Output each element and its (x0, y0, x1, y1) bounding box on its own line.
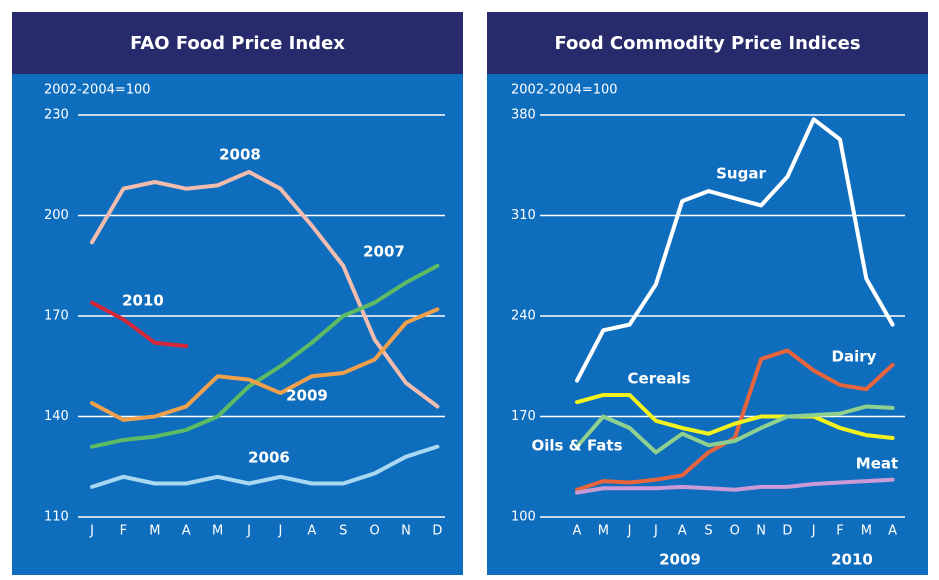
x-tick-label: J (653, 524, 658, 539)
x-tick-label: M (149, 524, 160, 539)
year-label: 2010 (831, 551, 873, 569)
series-label: Oils & Fats (531, 437, 622, 455)
x-tick-label: J (246, 524, 251, 539)
x-tick-label: M (598, 524, 609, 539)
y-tick-label: 170 (511, 409, 536, 424)
x-tick-label: A (307, 524, 316, 539)
series-label: 2008 (219, 146, 261, 164)
series-line (575, 392, 895, 441)
y-tick-label: 240 (511, 309, 536, 324)
x-tick-label: A (888, 524, 897, 539)
x-tick-label: O (369, 524, 379, 539)
series-line (90, 300, 189, 349)
series-label: Meat (856, 455, 898, 473)
x-tick-label: O (730, 524, 740, 539)
y-tick-label: 310 (511, 208, 536, 223)
y-tick-label: 110 (44, 510, 69, 525)
x-tick-label: A (573, 524, 582, 539)
x-tick-label: J (89, 524, 94, 539)
y-tick-label: 140 (44, 409, 69, 424)
x-tick-label: M (212, 524, 223, 539)
x-tick-label: F (836, 524, 843, 539)
x-tick-label: S (704, 524, 712, 539)
x-tick-label: A (678, 524, 687, 539)
series-line (90, 444, 440, 489)
x-tick-label: J (811, 524, 816, 539)
x-tick-label: S (339, 524, 347, 539)
x-tick-label: J (627, 524, 632, 539)
series-label: 2006 (248, 449, 290, 467)
series-label: 2009 (286, 387, 328, 405)
series-label: 2010 (122, 292, 164, 310)
x-tick-label: F (120, 524, 127, 539)
x-tick-label: A (182, 524, 191, 539)
x-tick-label: D (782, 524, 792, 539)
series-line (575, 404, 895, 455)
x-tick-label: N (401, 524, 411, 539)
y-tick-label: 170 (44, 309, 69, 324)
y-tick-label: 100 (511, 510, 536, 525)
panel-header (487, 12, 928, 74)
panel-header (12, 12, 463, 74)
series-line (575, 477, 895, 495)
series-label: Sugar (716, 165, 766, 183)
chart-subtitle: 2002-2004=100 (44, 83, 151, 98)
series-line (575, 117, 895, 383)
chart-subtitle: 2002-2004=100 (511, 83, 618, 98)
series-line (575, 348, 895, 492)
y-tick-label: 230 (44, 108, 69, 123)
series-label: Cereals (628, 370, 691, 388)
series-label: Dairy (832, 348, 877, 366)
series-line (90, 263, 440, 449)
y-tick-label: 200 (44, 208, 69, 223)
year-label: 2009 (659, 551, 701, 569)
series-line (90, 307, 440, 422)
chart-title: Food Commodity Price Indices (554, 33, 860, 54)
y-tick-label: 380 (511, 108, 536, 123)
x-tick-label: N (756, 524, 766, 539)
chart-title: FAO Food Price Index (130, 33, 345, 54)
x-tick-label: D (432, 524, 442, 539)
series-line (90, 169, 440, 409)
x-tick-label: M (861, 524, 872, 539)
series-label: 2007 (363, 243, 405, 261)
x-tick-label: J (277, 524, 282, 539)
